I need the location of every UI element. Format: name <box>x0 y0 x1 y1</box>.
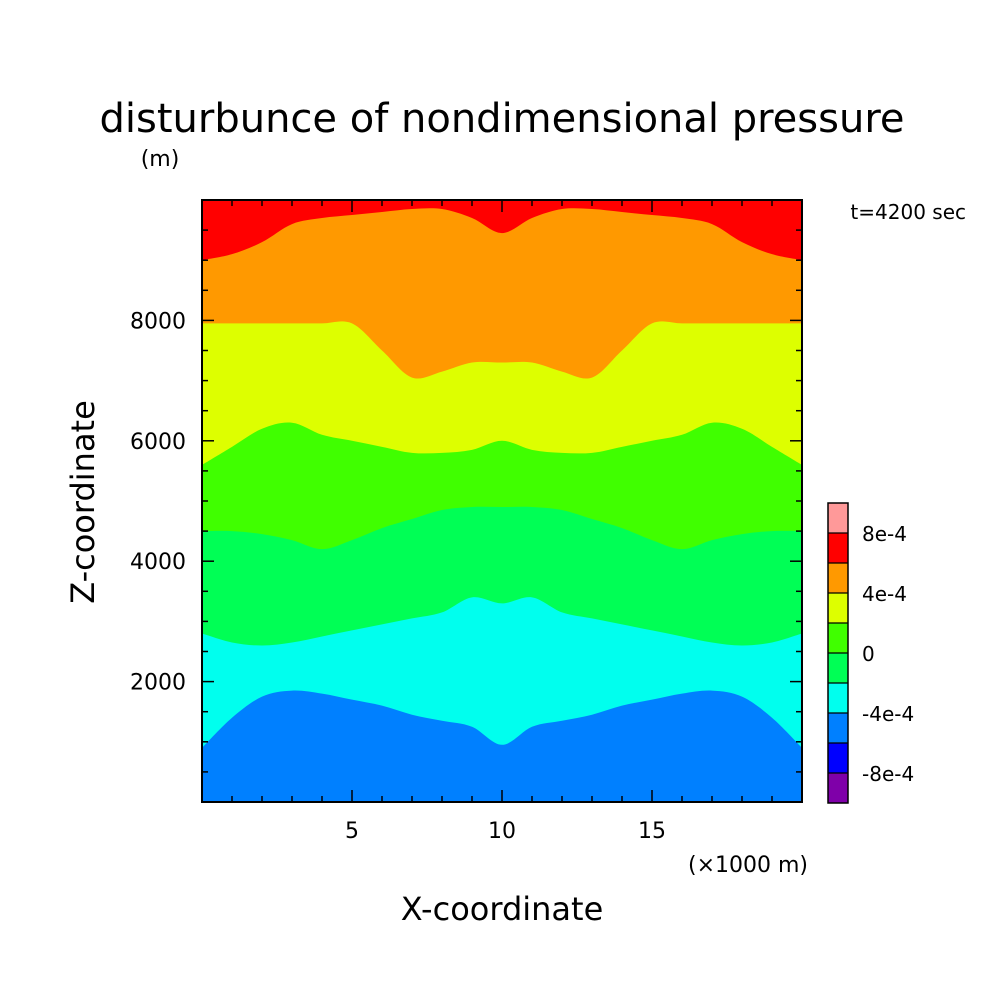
colorbar-tick-label: -4e-4 <box>862 702 914 726</box>
colorbar-swatch <box>828 743 848 773</box>
chart-subtitle: (m) <box>141 147 180 172</box>
y-tick-label: 2000 <box>130 671 186 696</box>
colorbar-tick-label: 8e-4 <box>862 522 907 546</box>
colorbar-swatch <box>828 533 848 563</box>
colorbar-swatch <box>828 563 848 593</box>
colorbar-tick-label: 0 <box>862 642 875 666</box>
y-tick-label: 4000 <box>130 550 186 575</box>
colorbar-swatch <box>828 593 848 623</box>
colorbar-swatch <box>828 503 848 533</box>
colorbar-swatch <box>828 713 848 743</box>
y-tick-label: 6000 <box>130 430 186 455</box>
y-axis-title: Z-coordinate <box>64 400 102 604</box>
time-label: t=4200 sec <box>850 200 966 224</box>
x-unit-label: (×1000 m) <box>688 853 808 878</box>
plot-area <box>202 200 802 802</box>
colorbar-swatch <box>828 773 848 803</box>
contour-band-5 <box>202 200 802 379</box>
x-tick-label: 15 <box>638 819 666 844</box>
colorbar-frame <box>827 502 849 804</box>
y-tick-label: 8000 <box>130 309 186 334</box>
colorbar-swatch <box>828 623 848 653</box>
chart-title: disturbunce of nondimensional pressure <box>100 96 905 142</box>
x-tick-label: 10 <box>488 819 516 844</box>
colorbar-tick-label: -8e-4 <box>862 762 914 786</box>
colorbar-tick-label: 4e-4 <box>862 582 907 606</box>
colorbar: 8e-4 4e-4 0 -4e-4 -8e-4 <box>827 502 914 804</box>
x-tick-label: 5 <box>345 819 359 844</box>
contour-band-6 <box>202 200 802 261</box>
colorbar-swatch <box>828 683 848 713</box>
axes: 5 10 15 2000 4000 6000 8000 <box>130 199 803 844</box>
colorbar-swatch <box>828 653 848 683</box>
x-axis-title: X-coordinate <box>401 890 604 928</box>
